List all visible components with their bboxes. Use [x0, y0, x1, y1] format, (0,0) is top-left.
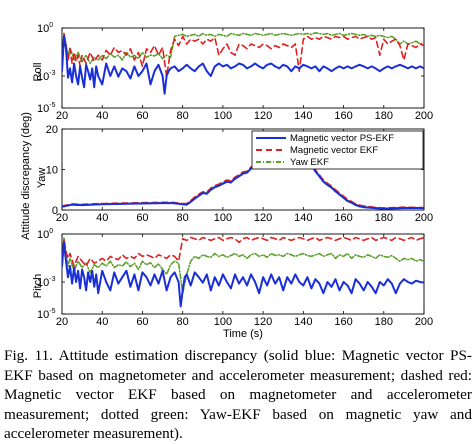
figure: 20 40 60 80 100 120 140 160 180 200 100 10-5 10-3 20 4… — [20, 22, 433, 340]
x-axis-label: Time (s) — [223, 328, 263, 340]
series-layer — [62, 31, 424, 308]
yaw-xtick-label: 80 — [177, 212, 189, 224]
yaw-xtick-label: 180 — [375, 212, 393, 224]
roll-xtick-label: 200 — [415, 110, 433, 122]
pitch-series-yaw-ekf — [62, 236, 424, 295]
roll-xtick-label: 180 — [375, 110, 393, 122]
roll-xtick-label: 20 — [56, 110, 68, 122]
roll-xtick-label: 40 — [96, 110, 108, 122]
yaw-xtick-label: 100 — [214, 212, 232, 224]
roll-ylabel: Roll — [32, 63, 44, 82]
roll-xtick-label: 160 — [334, 110, 352, 122]
pitch-series-ekf — [62, 236, 424, 267]
pitch-ytick-label: 100 — [37, 228, 53, 241]
pitch-ylabel: Pitch — [32, 274, 44, 298]
yaw-ytick-label: 0 — [52, 205, 58, 217]
pitch-ytick-label: 10-3 — [37, 276, 56, 289]
pitch-xtick-label: 140 — [294, 316, 312, 328]
roll-xtick-label: 80 — [177, 110, 189, 122]
pitch-xtick-label: 60 — [136, 316, 148, 328]
yaw-xtick-label: 40 — [96, 212, 108, 224]
pitch-ytick-label: 10-5 — [37, 308, 56, 321]
yaw-xtick-label: 120 — [254, 212, 272, 224]
roll-xtick-label: 140 — [294, 110, 312, 122]
yaw-xtick-label: 200 — [415, 212, 433, 224]
yaw-ytick-label: 20 — [46, 124, 58, 136]
pitch-xtick-label: 20 — [56, 316, 68, 328]
roll-xtick-label: 120 — [254, 110, 272, 122]
shared-ylabel: Attitude discrepancy (deg) — [20, 112, 32, 240]
pitch-xtick-label: 160 — [334, 316, 352, 328]
yaw-ytick-label: 10 — [46, 165, 58, 177]
pitch-xtick-label: 200 — [415, 316, 433, 328]
roll-ytick-label: 10-3 — [37, 70, 56, 83]
legend-label-yaw-ekf: Yaw EKF — [290, 157, 329, 168]
roll-series-yaw-ekf — [62, 31, 424, 72]
yaw-ylabel: Yaw — [36, 168, 48, 189]
roll-xtick-label: 60 — [136, 110, 148, 122]
pitch-xtick-label: 40 — [96, 316, 108, 328]
legend-label-ekf: Magnetic vector EKF — [290, 145, 378, 156]
roll-xtick-label: 100 — [214, 110, 232, 122]
roll-ytick-label: 100 — [37, 22, 53, 35]
pitch-xtick-label: 100 — [214, 316, 232, 328]
roll-series-ekf — [62, 33, 424, 78]
pitch-xtick-label: 80 — [177, 316, 189, 328]
pitch-xtick-label: 120 — [254, 316, 272, 328]
yaw-xtick-label: 60 — [136, 212, 148, 224]
roll-series-ps-ekf — [62, 35, 424, 95]
pitch-series-ps-ekf — [62, 241, 424, 308]
yaw-xtick-label: 20 — [56, 212, 68, 224]
yaw-xtick-label: 140 — [294, 212, 312, 224]
figure-caption: Fig. 11. Attitude estimation discrepancy… — [4, 347, 472, 442]
yaw-xtick-label: 160 — [334, 212, 352, 224]
pitch-xtick-label: 180 — [375, 316, 393, 328]
legend: Magnetic vector PS-EKF Magnetic vector E… — [251, 130, 424, 170]
roll-ytick-label: 10-5 — [37, 102, 56, 115]
pitch-axes — [61, 233, 425, 315]
legend-label-ps-ekf: Magnetic vector PS-EKF — [290, 133, 394, 144]
